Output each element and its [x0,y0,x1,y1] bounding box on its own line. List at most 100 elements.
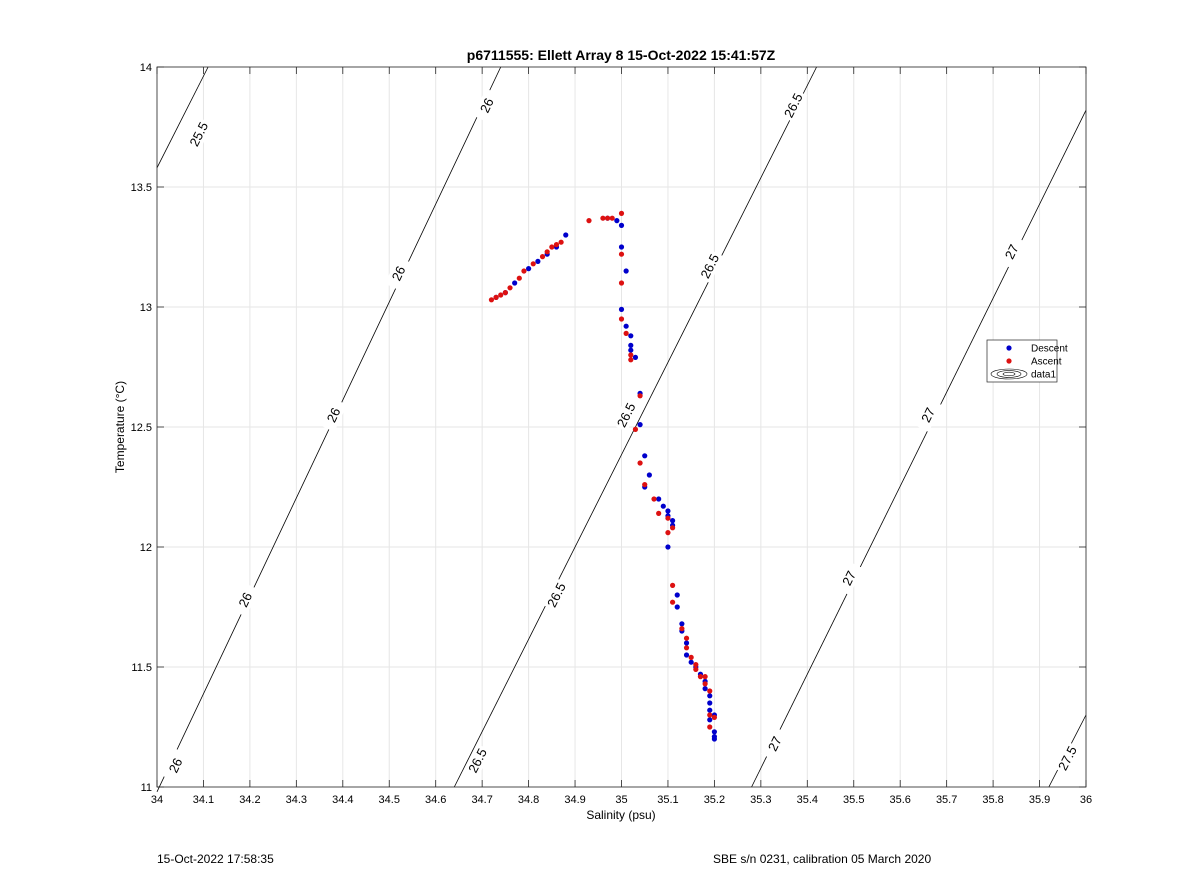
contour-label: 26 [477,96,497,116]
descent-point [669,518,676,524]
descent-point [563,232,569,238]
descent-point [711,736,718,742]
descent-point [665,508,671,514]
x-tick-label: 34.2 [239,794,260,806]
ascent-point [637,393,643,399]
contour-label: 26 [235,590,255,610]
y-tick-label: 14 [140,62,152,74]
ascent-point [669,525,676,531]
ascent-point [609,215,615,221]
ascent-point [539,254,546,260]
x-tick-label: 35.9 [1029,794,1050,806]
ascent-point [544,249,550,255]
y-tick-label: 13 [140,302,152,314]
ascent-point [683,645,690,651]
ascent-point [493,294,499,300]
y-tick-label: 11.5 [131,662,152,674]
legend-marker-contour-icon [990,368,1028,380]
contour-label-mask [542,578,571,612]
descent-point [623,268,629,274]
ascent-point [507,285,513,291]
descent-point [646,472,652,478]
data-points [488,210,718,742]
contour-label: 26 [389,264,409,284]
ascent-point [632,426,639,432]
contour-ring [1002,371,1016,377]
axis-ticks: 34 34.1 34.2 34.3 34.4 34.5 34.6 34.7 34.8 34.9 35… [131,62,1093,806]
descent-point [526,266,532,272]
ascent-point [702,681,708,687]
ascent-point [530,261,536,267]
contour-label: 26 [324,405,344,425]
x-tick-label: 34 [151,794,163,806]
contour-label-mask [695,249,724,284]
descent-point [683,652,690,658]
contour-label-mask [473,88,501,123]
contour-line [156,66,502,792]
ascent-point [702,674,708,680]
footer-calibration: SBE s/n 0231, calibration 05 March 2020 [713,852,932,866]
chart-title: p6711555: Ellett Array 8 15-Oct-2022 15:… [467,47,776,63]
contour-label-mask [835,561,863,596]
ascent-point [656,510,662,516]
x-tick-label: 35.6 [889,794,910,806]
x-tick-label: 34.6 [425,794,446,806]
contour-ring [990,368,1028,380]
contour-label-mask [914,398,942,432]
ascent-point [618,280,625,286]
y-tick-label: 13.5 [131,182,152,194]
ascent-point [604,215,611,221]
ascent-point [549,244,555,250]
contour-label-mask [384,256,413,291]
descent-point [618,306,625,312]
y-axis-label: Temperature (°C) [113,381,127,473]
contour-ring [996,370,1022,378]
ascent-point [553,242,560,248]
ascent-point [693,662,699,668]
descent-point [628,333,634,339]
ascent-point [623,330,629,336]
x-tick-label: 36 [1080,794,1092,806]
legend-label-data1: data1 [1031,370,1056,381]
ascent-point [665,515,671,521]
x-tick-label: 35.4 [797,794,818,806]
descent-point [628,342,634,348]
contour-label: 27 [839,568,859,588]
ascent-point [521,268,527,274]
contour-label-mask [997,234,1026,269]
descent-point [707,717,713,723]
ascent-point [516,275,522,281]
x-tick-label: 34.9 [564,794,585,806]
ascent-point [669,582,676,589]
ascent-point [628,352,634,358]
ascent-point [498,292,504,298]
ascent-point [707,712,713,718]
descent-point [535,258,541,264]
contour-label-mask [231,582,259,617]
ascent-point [502,290,508,296]
ascent-point [665,530,671,536]
descent-point [674,604,680,610]
contour-label-mask [612,398,641,432]
ascent-point [586,218,592,224]
ascent-point [618,210,625,216]
legend-marker-ascent [1006,358,1012,364]
x-tick-label: 34.4 [332,794,353,806]
descent-point [679,621,685,627]
descent-point [618,222,625,228]
descent-point [642,453,648,459]
ascent-point [707,688,713,694]
contour-label-mask [463,743,492,778]
ascent-point [558,239,564,245]
descent-point [512,280,518,286]
contour-label-mask [184,117,213,152]
descent-point [628,347,634,353]
descent-point [665,544,671,550]
contour-line [156,66,209,168]
contour-label: 26 [166,756,186,776]
contour-label: 27 [765,734,785,754]
ascent-point [651,496,657,502]
ascent-point [618,316,625,322]
ascent-point [683,635,690,641]
